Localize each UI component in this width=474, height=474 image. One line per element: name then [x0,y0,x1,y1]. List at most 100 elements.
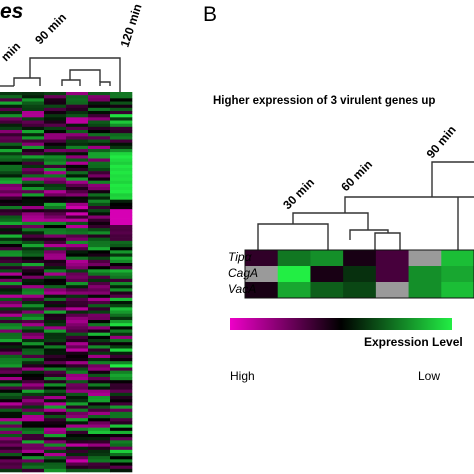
heatmap-a-cell [66,196,89,200]
heatmap-a-cell [66,291,89,295]
heatmap-a-cell [0,231,23,235]
heatmap-a-cell [110,126,133,131]
heatmap-a-cell [110,149,133,153]
heatmap-a-cell [88,253,111,257]
heatmap-a-cell [88,120,111,124]
heatmap-a-cell [22,418,45,422]
heatmap-a-cell [66,149,89,153]
heatmap-a-cell [66,430,89,435]
heatmap-a-cell [0,297,23,302]
heatmap-b-cell [441,282,474,299]
heatmap-a-cell [0,180,23,185]
heatmap-a-cell [0,133,23,137]
heatmap-a-cell [88,291,111,295]
heatmap-a-cell [22,345,45,349]
heatmap-a-cell [66,465,89,470]
heatmap-a-cell [44,297,67,302]
heatmap-a-cell [110,434,133,438]
heatmap-a-cell [110,399,133,403]
heatmap-a-cell [66,358,89,362]
heatmap-a-cell [44,326,67,330]
panel-b-time-label-1: 30 min [280,175,317,212]
heatmap-a-cell [22,465,45,470]
heatmap-a-cell [44,430,67,435]
heatmap-a-cell [22,446,45,451]
heatmap-a-cell [44,272,67,276]
heatmap-a-cell [110,285,133,289]
heatmap-a-cell [88,288,111,292]
heatmap-a-cell [22,139,45,143]
heatmap-b-cell [245,266,279,283]
heatmap-a-cell [110,307,133,311]
heatmap-a-cell [0,332,23,337]
heatmap-a-cell [110,101,133,105]
heatmap-a-cell [88,421,111,425]
heatmap-a-cell [88,174,111,178]
heatmap-a-cell [22,275,45,280]
heatmap-a-cell [22,209,45,213]
heatmap-a-cell [66,332,89,337]
heatmap-a-cell [88,453,111,457]
heatmap-a-cell [110,234,133,238]
heatmap-a-cell [66,437,89,441]
heatmap-a-cell [0,427,23,432]
heatmap-a-cell [88,364,111,368]
heatmap-a-cell [88,104,111,109]
heatmap-a-cell [0,320,23,324]
heatmap-a-cell [44,212,67,216]
heatmap-a-cell [110,259,133,264]
heatmap-a-cell [22,136,45,140]
heatmap-a-cell [0,168,23,172]
heatmap-a-cell [110,171,133,175]
heatmap-a-cell [22,453,45,457]
heatmap-a-cell [0,199,23,204]
heatmap-a-cell [110,95,133,99]
heatmap-a-cell [0,215,23,219]
heatmap-a-cell [44,275,67,280]
heatmap-a-cell [66,152,89,156]
heatmap-a-cell [110,326,133,330]
heatmap-a-cell [66,209,89,213]
heatmap-a-cell [0,120,23,124]
heatmap-a-cell [66,351,89,356]
heatmap-a-cell [0,111,23,115]
heatmap-a-cell [66,370,89,375]
heatmap-a-cell [22,199,45,204]
heatmap-a-cell [44,253,67,257]
heatmap-a-cell [66,278,89,283]
heatmap-a-cell [110,152,133,156]
heatmap-a-cell [0,190,23,194]
heatmap-a-cell [110,187,133,191]
heatmap-a-cell [44,256,67,261]
heatmap-a-cell [66,348,89,352]
heatmap-a-cell [44,342,67,346]
heatmap-a-cell [44,228,67,232]
heatmap-a-cell [44,190,67,194]
heatmap-a-cell [44,465,67,470]
heatmap-a-cell [88,396,111,400]
heatmap-a-cell [110,215,133,219]
heatmap-a-cell [44,123,67,128]
heatmap-a-cell [110,411,133,416]
heatmap-a-cell [88,373,111,378]
heatmap-a-cell [0,424,23,428]
heatmap-b-cell [441,250,474,267]
heatmap-a-cell [110,446,133,451]
heatmap-a-cell [44,373,67,378]
heatmap-a-cell [22,358,45,362]
heatmap-a-cell [22,408,45,413]
heatmap-a-cell [88,130,111,134]
heatmap-a-cell [44,145,67,150]
heatmap-a-cell [22,373,45,378]
heatmap-a-cell [44,459,67,463]
heatmap-a-cell [22,332,45,337]
heatmap-a-cell [88,101,111,105]
heatmap-a-cell [88,430,111,435]
heatmap-a-cell [110,266,133,270]
heatmap-a-cell [0,272,23,276]
heatmap-a-cell [22,320,45,324]
heatmap-a-cell [0,380,23,384]
heatmap-a-cell [22,329,45,333]
heatmap-a-cell [66,218,89,223]
heatmap-a-cell [22,434,45,438]
